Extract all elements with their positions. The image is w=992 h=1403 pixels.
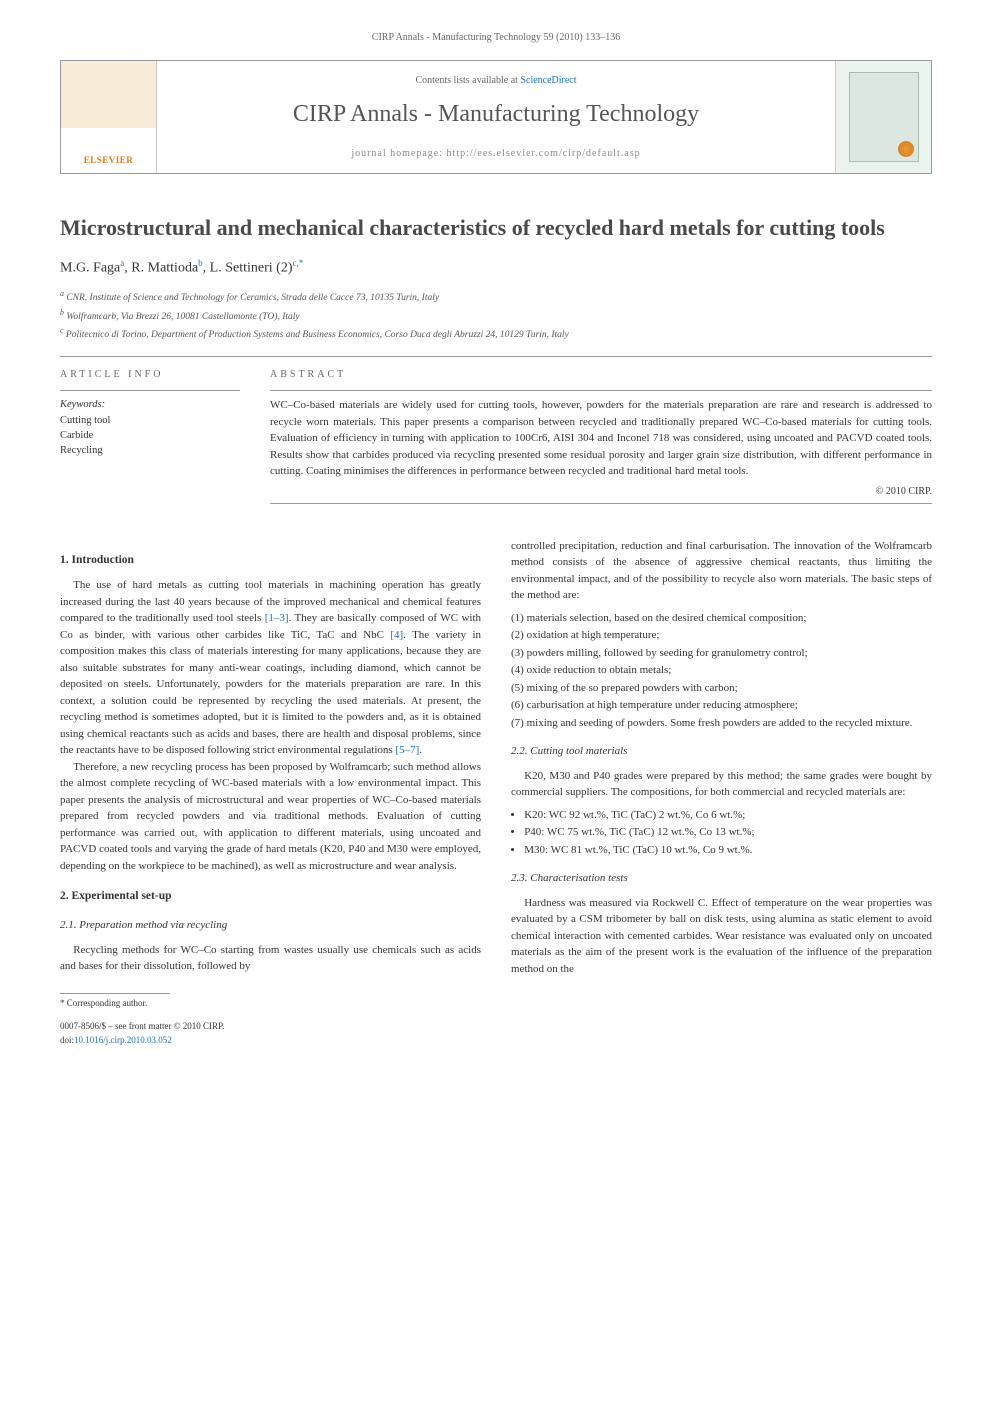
list-item: (6) carburisation at high temperature un… (511, 697, 932, 714)
doi-label: doi: (60, 1035, 74, 1045)
list-item: (4) oxide reduction to obtain metals; (511, 662, 932, 679)
body-columns: 1. Introduction The use of hard metals a… (60, 538, 932, 1048)
elsevier-logo: ELSEVIER (61, 148, 156, 174)
keyword: Cutting tool (60, 414, 240, 429)
keyword: Recycling (60, 444, 240, 459)
journal-cover-thumbnail (849, 72, 919, 162)
abstract: ABSTRACT WC–Co-based materials are widel… (270, 367, 932, 504)
affiliation-sup: a (60, 289, 64, 298)
author-sup: b (198, 258, 203, 268)
sciencedirect-line: Contents lists available at ScienceDirec… (167, 73, 825, 88)
list-item: P40: WC 75 wt.%, TiC (TaC) 12 wt.%, Co 1… (524, 824, 932, 841)
article-info-header: ARTICLE INFO (60, 367, 240, 382)
article-title: Microstructural and mechanical character… (60, 214, 932, 243)
author: M.G. Faga (60, 260, 120, 275)
method-steps-list: (1) materials selection, based on the de… (511, 610, 932, 732)
doi-link[interactable]: 10.1016/j.cirp.2010.03.052 (74, 1035, 172, 1045)
paragraph: K20, M30 and P40 grades were prepared by… (511, 768, 932, 801)
right-column: controlled precipitation, reduction and … (511, 538, 932, 1048)
keyword: Carbide (60, 429, 240, 444)
running-header: CIRP Annals - Manufacturing Technology 5… (60, 30, 932, 45)
doi-block: 0007-8506/$ – see front matter © 2010 CI… (60, 1020, 481, 1047)
affiliation-sup: c (60, 326, 64, 335)
list-item: (1) materials selection, based on the de… (511, 610, 932, 627)
copyright-line: 0007-8506/$ – see front matter © 2010 CI… (60, 1020, 481, 1034)
affiliation: b Wolframcarb, Via Brezzi 26, 10081 Cast… (60, 307, 932, 324)
abstract-text: WC–Co-based materials are widely used fo… (270, 397, 932, 480)
author-sup: a (120, 258, 124, 268)
section-heading: 1. Introduction (60, 552, 481, 569)
reference-link[interactable]: [1–3] (265, 612, 289, 624)
author-sup: c,* (292, 258, 303, 268)
divider (270, 390, 932, 391)
publisher-logo-box: ELSEVIER (61, 61, 157, 173)
author: R. Mattioda (131, 260, 198, 275)
paragraph: Therefore, a new recycling process has b… (60, 759, 481, 875)
affiliation-text: Politecnico di Torino, Department of Pro… (66, 330, 569, 340)
reference-link[interactable]: [5–7] (395, 744, 419, 756)
compositions-list: K20: WC 92 wt.%, TiC (TaC) 2 wt.%, Co 6 … (524, 807, 932, 859)
journal-masthead: ELSEVIER Contents lists available at Sci… (60, 60, 932, 174)
masthead-center: Contents lists available at ScienceDirec… (157, 61, 835, 173)
paragraph: controlled precipitation, reduction and … (511, 538, 932, 604)
affiliation: c Politecnico di Torino, Department of P… (60, 325, 932, 342)
list-item: (3) powders milling, followed by seeding… (511, 645, 932, 662)
list-item: (5) mixing of the so prepared powders wi… (511, 680, 932, 697)
authors-line: M.G. Fagaa, R. Mattiodab, L. Settineri (… (60, 257, 932, 279)
divider (60, 390, 240, 391)
affiliations: a CNR, Institute of Science and Technolo… (60, 288, 932, 342)
keywords-list: Cutting tool Carbide Recycling (60, 414, 240, 458)
corresponding-footnote: * Corresponding author. (60, 997, 481, 1011)
text: . The variety in composition makes this … (60, 629, 481, 757)
paragraph: Recycling methods for WC–Co starting fro… (60, 942, 481, 975)
affiliation-text: Wolframcarb, Via Brezzi 26, 10081 Castel… (66, 312, 299, 322)
author: L. Settineri (2) (210, 260, 293, 275)
reference-link[interactable]: [4] (390, 629, 403, 641)
paragraph: The use of hard metals as cutting tool m… (60, 577, 481, 759)
subsection-heading: 2.3. Characterisation tests (511, 870, 932, 887)
divider (270, 503, 932, 504)
section-heading: 2. Experimental set-up (60, 888, 481, 905)
journal-homepage: journal homepage: http://ees.elsevier.co… (167, 146, 825, 161)
list-item: K20: WC 92 wt.%, TiC (TaC) 2 wt.%, Co 6 … (524, 807, 932, 824)
article-info: ARTICLE INFO Keywords: Cutting tool Carb… (60, 367, 240, 504)
text: . (419, 744, 422, 756)
list-item: M30: WC 81 wt.%, TiC (TaC) 10 wt.%, Co 9… (524, 842, 932, 859)
journal-cover-box (835, 61, 931, 173)
info-abstract-row: ARTICLE INFO Keywords: Cutting tool Carb… (60, 367, 932, 504)
sciencedirect-link[interactable]: ScienceDirect (520, 75, 576, 86)
left-column: 1. Introduction The use of hard metals a… (60, 538, 481, 1048)
sciencedirect-prefix: Contents lists available at (415, 75, 520, 86)
paragraph: Hardness was measured via Rockwell C. Ef… (511, 895, 932, 978)
abstract-copyright: © 2010 CIRP. (270, 484, 932, 499)
journal-name: CIRP Annals - Manufacturing Technology (167, 96, 825, 132)
subsection-heading: 2.2. Cutting tool materials (511, 743, 932, 760)
subsection-heading: 2.1. Preparation method via recycling (60, 917, 481, 934)
affiliation: a CNR, Institute of Science and Technolo… (60, 288, 932, 305)
keywords-label: Keywords: (60, 397, 240, 413)
abstract-header: ABSTRACT (270, 367, 932, 382)
footnote-rule (60, 993, 170, 994)
affiliation-text: CNR, Institute of Science and Technology… (66, 293, 439, 303)
divider (60, 356, 932, 357)
list-item: (2) oxidation at high temperature; (511, 627, 932, 644)
affiliation-sup: b (60, 308, 64, 317)
list-item: (7) mixing and seeding of powders. Some … (511, 715, 932, 732)
